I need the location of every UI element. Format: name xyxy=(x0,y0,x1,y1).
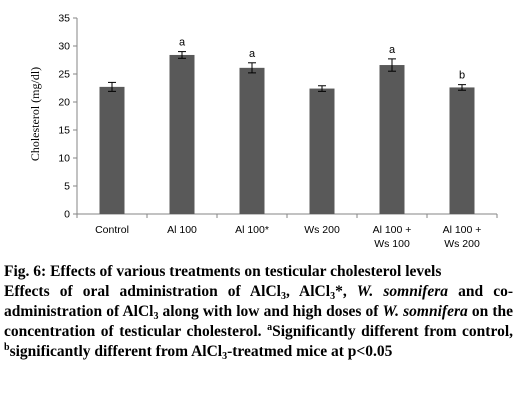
significance-label: b xyxy=(459,70,465,82)
y-axis-title: Cholesterol (mg/dl) xyxy=(28,67,42,161)
caption-text: , AlCl xyxy=(285,283,331,300)
caption-text: significantly different from AlCl xyxy=(9,343,223,360)
bar xyxy=(99,86,125,214)
bar xyxy=(379,65,405,214)
significance-label: a xyxy=(179,37,186,49)
bar-chart: 0 5 10 15 20 25 30 35 Control Al 100 Al 100* Ws 200… xyxy=(28,13,498,250)
bar xyxy=(239,67,265,214)
bar xyxy=(309,88,335,214)
caption-text: *, xyxy=(335,283,357,300)
superscript: a xyxy=(267,322,273,333)
y-tick-label: 30 xyxy=(58,41,70,53)
superscript: b xyxy=(4,342,10,353)
species-name: W. somnifera xyxy=(382,303,468,320)
x-tick-label: Ws 200 xyxy=(304,224,340,236)
caption-title: Fig. 6: Effects of various treatments on… xyxy=(4,262,513,282)
y-tick-label: 5 xyxy=(64,181,70,193)
subscript: 3 xyxy=(280,291,286,302)
figure-title: Effects of various treatments on testicu… xyxy=(46,263,442,280)
chart-bars: a a a b xyxy=(99,37,475,215)
figure-caption: Fig. 6: Effects of various treatments on… xyxy=(4,262,513,362)
y-tick-label: 25 xyxy=(58,69,70,81)
y-tick-label: 10 xyxy=(58,153,70,165)
figure-label: Fig. 6: xyxy=(4,263,47,280)
significance-label: a xyxy=(249,48,256,60)
caption-text: Effects of oral administration of AlCl xyxy=(4,283,281,300)
significance-label: a xyxy=(389,44,396,56)
x-tick-label-line: Ws 200 xyxy=(304,224,340,236)
x-tick-label-line: Ws 200 xyxy=(444,238,480,250)
x-tick-label: Al 100 + Ws 100 xyxy=(373,224,412,250)
caption-text: along with low and high doses of xyxy=(158,303,383,320)
x-tick-label-line: Control xyxy=(95,224,129,236)
y-tick-label: 35 xyxy=(58,13,70,25)
caption-text: on the concentration of testicular chole… xyxy=(4,303,513,340)
x-tick-label-line: Al 100 + xyxy=(443,224,482,236)
caption-text: Significantly different from control, xyxy=(272,323,513,340)
subscript: 3 xyxy=(222,351,228,362)
x-tick-label-line: Al 100 xyxy=(167,224,197,236)
bar xyxy=(449,87,475,214)
caption-description: Effects of oral administration of AlCl3,… xyxy=(4,282,513,362)
x-tick-label: Al 100 xyxy=(167,224,197,236)
subscript: 3 xyxy=(153,311,159,322)
x-tick-label-line: Al 100* xyxy=(235,224,269,236)
x-tick-label-line: Ws 100 xyxy=(374,238,410,250)
caption-text: and co-administration of AlCl xyxy=(4,283,513,320)
chart-axes: 0 5 10 15 20 25 30 35 Control Al 100 Al 100* Ws 200… xyxy=(58,13,498,250)
y-tick-label: 15 xyxy=(58,125,70,137)
subscript: 3 xyxy=(330,291,336,302)
species-name: W. somnifera xyxy=(356,283,448,300)
caption-text: -treatmed mice at p<0.05 xyxy=(227,343,393,360)
bar xyxy=(169,54,195,215)
y-tick-label: 0 xyxy=(64,209,70,221)
x-tick-label: Al 100 + Ws 200 xyxy=(443,224,482,250)
x-tick-label: Al 100* xyxy=(235,224,269,236)
x-tick-label-line: Al 100 + xyxy=(373,224,412,236)
x-tick-label: Control xyxy=(95,224,129,236)
y-tick-label: 20 xyxy=(58,97,70,109)
